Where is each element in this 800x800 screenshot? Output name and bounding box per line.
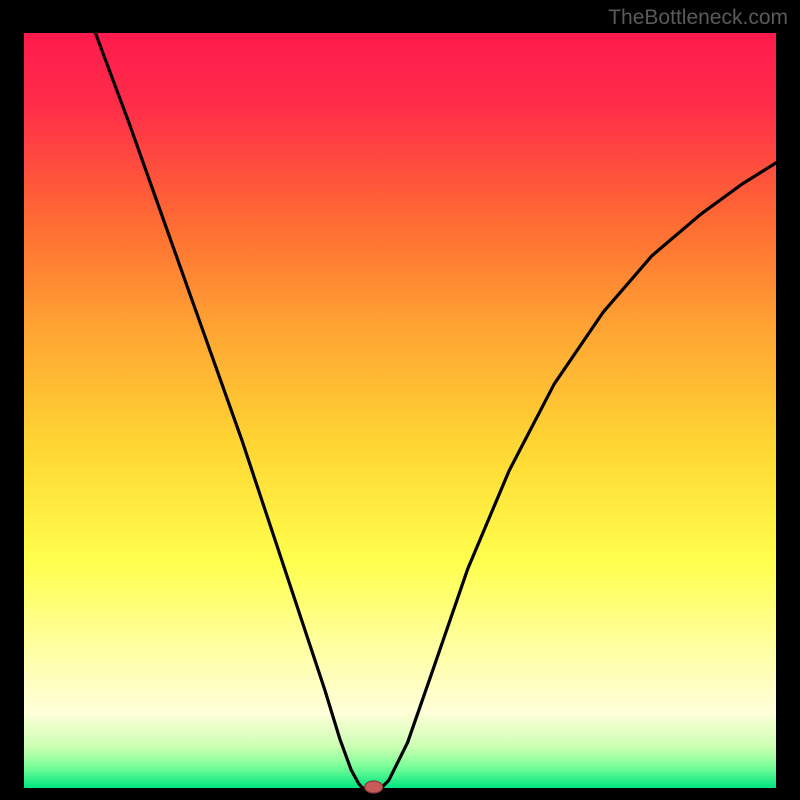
watermark-label: TheBottleneck.com bbox=[608, 6, 788, 30]
chart-container: TheBottleneck.com bbox=[0, 0, 800, 800]
bottleneck-chart bbox=[0, 0, 800, 800]
optimum-marker bbox=[365, 781, 383, 793]
